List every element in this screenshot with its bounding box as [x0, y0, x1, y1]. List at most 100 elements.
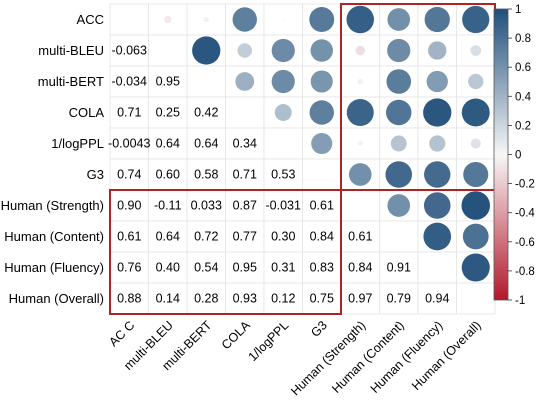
- cell: [263, 251, 303, 284]
- correlation-circle: [192, 36, 221, 65]
- cell: [148, 220, 188, 253]
- cell: [186, 220, 226, 253]
- row-labels: ACC multi-BLEU multi-BERT COLA 1/logPPL G3 Hum…: [1, 12, 105, 306]
- correlation-circle: [462, 5, 490, 34]
- value-label: 0.54: [194, 261, 218, 275]
- cell: [109, 65, 149, 98]
- value-label: 0.42: [194, 106, 218, 120]
- value-label: -0.0043: [108, 137, 150, 151]
- column-label-human-fluency: Human (Fluency): [368, 318, 446, 396]
- cell: [225, 96, 265, 129]
- cell: [109, 158, 149, 191]
- correlation-circle: [355, 45, 366, 56]
- row-label-g3: G3: [87, 167, 104, 182]
- value-label: 0.64: [194, 137, 218, 151]
- row-label-1-logppl: 1/logPPL: [51, 136, 104, 151]
- value-label: 0.76: [117, 261, 141, 275]
- value-label: 0.30: [271, 230, 295, 244]
- value-label: 0.97: [348, 292, 372, 306]
- correlation-circle: [282, 18, 285, 21]
- cell: [109, 189, 149, 222]
- column-label-1-logppl: 1/logPPL: [246, 318, 292, 364]
- cell: [186, 127, 226, 160]
- cell: [263, 127, 303, 160]
- correlation-circle: [274, 104, 292, 121]
- value-label: -0.11: [154, 199, 182, 213]
- value-label: -0.063: [112, 44, 147, 58]
- correlation-circle: [424, 161, 451, 188]
- correlation-circle: [232, 7, 257, 32]
- value-label: 0.25: [156, 106, 180, 120]
- value-label: 0.75: [310, 292, 334, 306]
- correlation-circle: [309, 7, 335, 32]
- correlation-circle: [461, 191, 491, 220]
- legend-tick-label: 0: [515, 150, 521, 162]
- correlation-circle: [164, 15, 172, 24]
- correlation-circle: [386, 99, 412, 126]
- value-label: 0.12: [271, 292, 295, 306]
- legend-tick-label: 0.6: [515, 62, 531, 74]
- correlation-circle: [429, 135, 446, 152]
- cell: [186, 158, 226, 191]
- value-label: 0.91: [387, 261, 411, 275]
- cell: [417, 251, 457, 284]
- value-label: 0.95: [233, 261, 257, 275]
- column-label-human-overall: Human (Overall): [409, 318, 484, 393]
- value-label: 0.28: [194, 292, 218, 306]
- row-label-human-fluency: Human (Fluency): [4, 260, 104, 275]
- cell: [456, 282, 496, 315]
- cell: [379, 220, 419, 253]
- value-label: 0.31: [271, 261, 295, 275]
- column-label-human-content: Human (Content): [329, 318, 407, 396]
- value-label: 0.61: [310, 199, 334, 213]
- value-label: 0.61: [117, 230, 141, 244]
- cell: [225, 251, 265, 284]
- correlation-circle: [310, 39, 333, 62]
- correlation-circle: [461, 98, 490, 127]
- value-label: 0.72: [194, 230, 218, 244]
- correlation-circle: [390, 135, 407, 152]
- correlation-circle: [203, 16, 209, 23]
- cell: [109, 282, 149, 315]
- correlation-circle: [461, 253, 490, 282]
- cell: [148, 65, 188, 98]
- value-label: 0.94: [425, 292, 449, 306]
- legend-tick-label: -0.2: [515, 179, 535, 191]
- value-label: 0.88: [117, 292, 141, 306]
- cell: [225, 34, 265, 67]
- row-label-multi-bert: multi-BERT: [38, 74, 104, 89]
- value-label: 0.64: [156, 230, 180, 244]
- value-label: 0.60: [156, 168, 180, 182]
- value-label: 0.61: [348, 230, 372, 244]
- value-label: 0.64: [156, 137, 180, 151]
- value-label: 0.79: [387, 292, 411, 306]
- highlight-box-lower: [109, 189, 342, 315]
- correlation-circle: [387, 194, 411, 217]
- cell: [302, 189, 342, 222]
- cell: [186, 65, 226, 98]
- correlation-circle: [311, 132, 333, 155]
- correlation-circle: [423, 192, 451, 219]
- correlation-circle: [426, 70, 448, 93]
- value-label: 0.40: [156, 261, 180, 275]
- circle-marks: [164, 5, 491, 282]
- correlation-circle: [385, 161, 413, 188]
- column-label-cola: COLA: [219, 318, 253, 352]
- color-legend: 1 0.8 0.6 0.4 0.2 0 -0.2 -0.4 -0.6 -0.8 -1: [493, 4, 535, 307]
- value-label: 0.74: [117, 168, 141, 182]
- legend-tick-label: 0.2: [515, 120, 531, 132]
- correlation-circle: [346, 98, 374, 127]
- cell: [225, 158, 265, 191]
- correlation-circle: [468, 73, 484, 90]
- correlation-circle: [470, 45, 482, 56]
- correlation-circle: [470, 138, 481, 149]
- value-label: -0.034: [112, 75, 147, 89]
- cell: [340, 220, 380, 253]
- row-label-human-content: Human (Content): [4, 229, 104, 244]
- legend-tick-label: -0.8: [515, 266, 535, 278]
- cell: [417, 282, 457, 315]
- value-label: 0.53: [271, 168, 295, 182]
- cell: [148, 127, 188, 160]
- correlation-circle: [348, 163, 372, 186]
